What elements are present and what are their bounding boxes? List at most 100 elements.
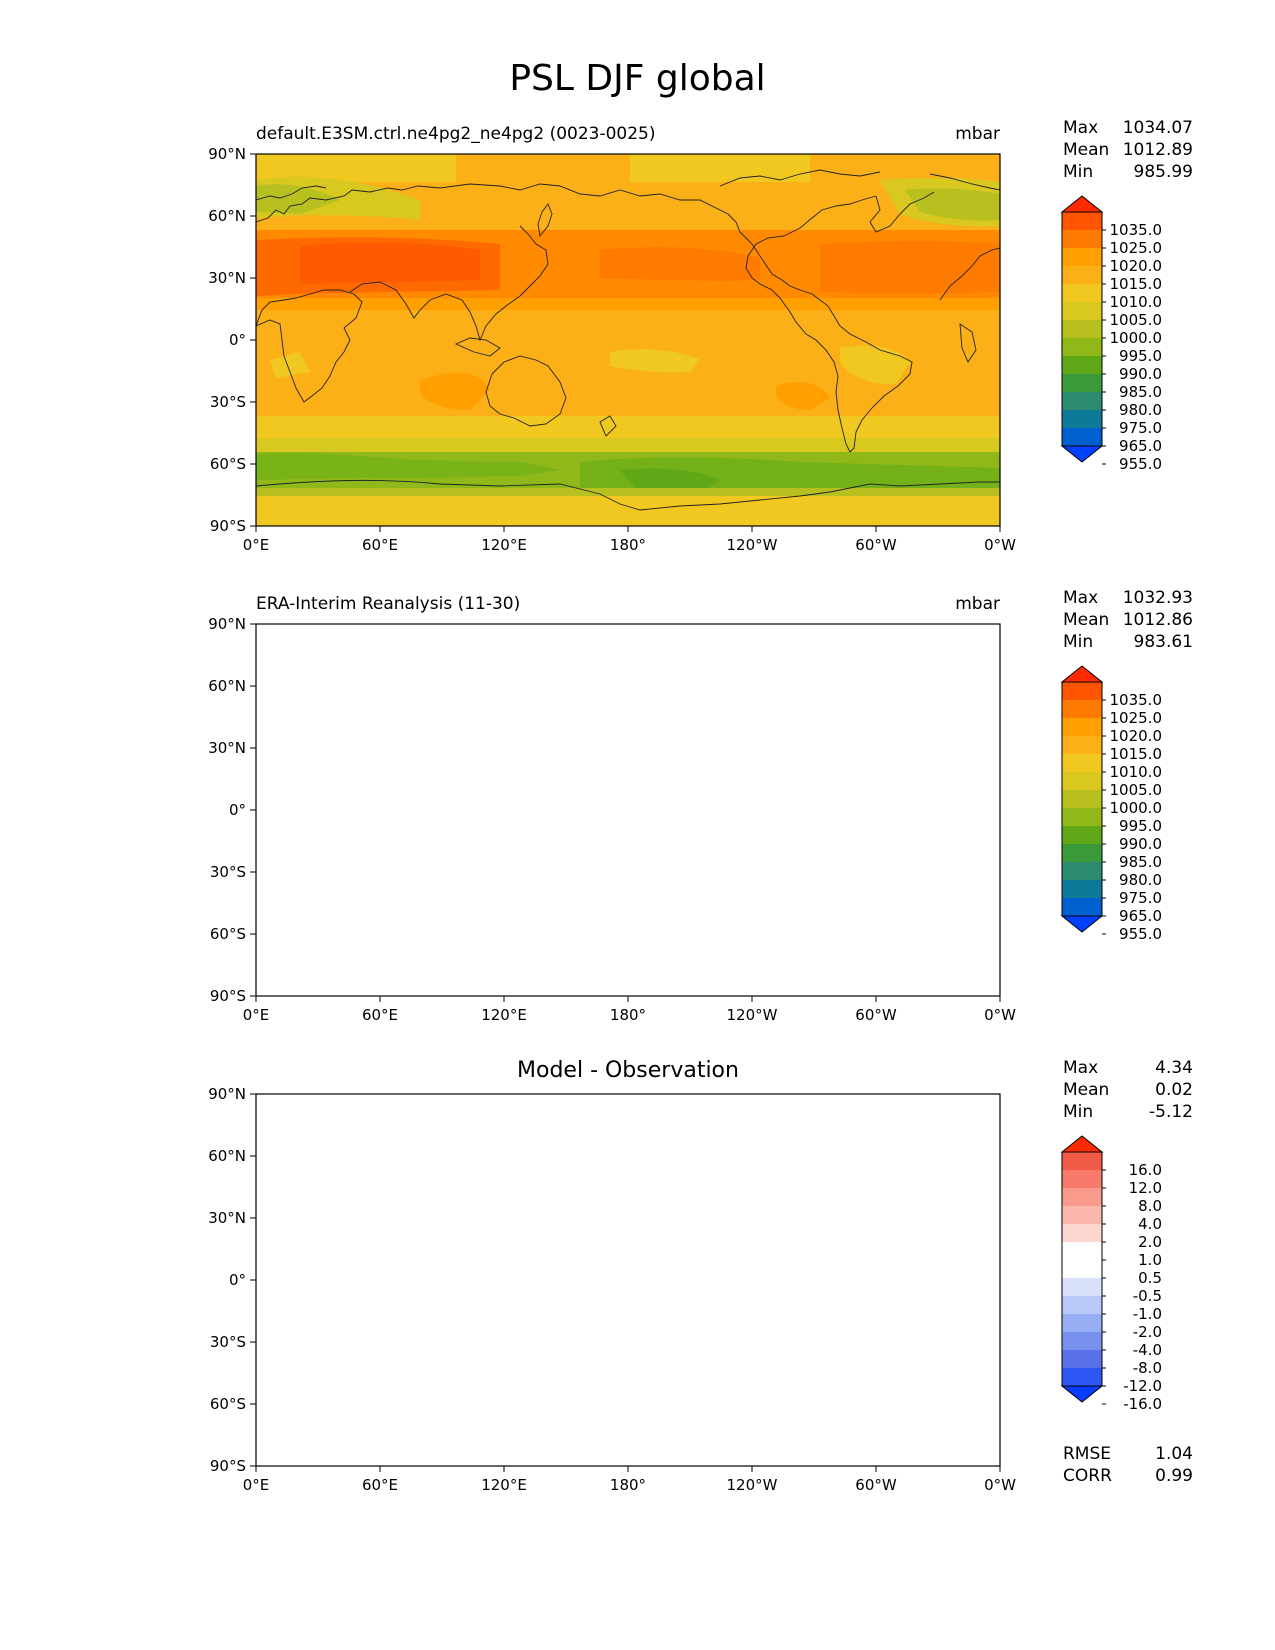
lat-tick-label: 30°N — [208, 739, 246, 757]
lon-tick-label: 0°W — [984, 536, 1016, 554]
stat-value: 0.02 — [1155, 1080, 1193, 1100]
colorbar-segment — [1062, 356, 1102, 374]
lon-tick-label: 0°E — [243, 1476, 270, 1494]
stat-value: 1012.89 — [1122, 140, 1193, 160]
colorbar-segment — [1062, 266, 1102, 284]
colorbar-segment — [1062, 880, 1102, 898]
lat-tick-label: 90°N — [208, 615, 246, 633]
panel-1-axis-ticks: 0°E 60°E 120°E 180° 120°W 60°W 0°W 90°N 60°N 30°N… — [208, 145, 1016, 554]
colorbar-label: 1020.0 — [1110, 257, 1163, 275]
colorbar-label: 990.0 — [1119, 365, 1162, 383]
colorbar-segment — [1062, 754, 1102, 772]
lon-tick-label: 120°E — [481, 536, 527, 554]
colorbar-segment — [1062, 284, 1102, 302]
lon-tick-label: 0°W — [984, 1006, 1016, 1024]
stat-label: Max — [1063, 1058, 1099, 1078]
colorbar-segment — [1062, 1206, 1102, 1224]
lat-tick-label: 90°S — [210, 517, 246, 535]
colorbar-segment — [1062, 1170, 1102, 1188]
colorbar-segment — [1062, 790, 1102, 808]
colorbar-label: -0.5 — [1133, 1287, 1162, 1305]
colorbar-label: 1015.0 — [1110, 745, 1163, 763]
colorbar-label: 1000.0 — [1110, 799, 1163, 817]
colorbar-segment — [1062, 1242, 1102, 1260]
colorbar-extend-max — [1060, 195, 1104, 213]
colorbar-segment — [1062, 302, 1102, 320]
lon-tick-label: 60°W — [855, 1476, 897, 1494]
lat-tick-label: 30°N — [208, 269, 246, 287]
colorbar-segment — [1062, 248, 1102, 266]
colorbar-label: 1025.0 — [1110, 709, 1163, 727]
stat-label: Min — [1063, 162, 1094, 182]
colorbar-label: 4.0 — [1138, 1215, 1162, 1233]
colorbar-extend-min — [1060, 915, 1104, 933]
colorbar-label: 995.0 — [1119, 817, 1162, 835]
colorbar-segment — [1062, 1278, 1102, 1296]
lon-tick-label: 120°E — [481, 1476, 527, 1494]
panel-3-stats: Max 4.34 Mean 0.02 Min -5.12 — [1063, 1057, 1193, 1123]
stat-label: Min — [1063, 1102, 1094, 1122]
colorbar-label: 1005.0 — [1110, 781, 1163, 799]
lat-tick-label: 90°N — [208, 145, 246, 163]
colorbar-label: 985.0 — [1119, 383, 1162, 401]
colorbar-label: 965.0 — [1119, 907, 1162, 925]
lon-tick-label: 60°W — [855, 536, 897, 554]
colorbar-segment — [1062, 212, 1102, 230]
colorbar-extend-min — [1060, 1385, 1104, 1403]
panel-2-units: mbar — [955, 594, 1000, 614]
stat-label: Mean — [1063, 610, 1110, 630]
colorbar-segment — [1062, 718, 1102, 736]
colorbar-label: -2.0 — [1133, 1323, 1162, 1341]
stat-value: 985.99 — [1133, 162, 1193, 182]
panel-3-colorbar: 16.012.08.04.02.01.00.5-0.5-1.0-2.0-4.0-… — [1060, 1135, 1162, 1413]
colorbar-label: 1035.0 — [1110, 691, 1163, 709]
stat-value: 4.34 — [1155, 1058, 1193, 1078]
colorbar-segment — [1062, 808, 1102, 826]
lat-tick-label: 30°S — [210, 393, 246, 411]
colorbar-segment — [1062, 1224, 1102, 1242]
colorbar-outline — [1061, 681, 1103, 917]
metric-value: 1.04 — [1155, 1444, 1193, 1464]
lat-tick-label: 60°N — [208, 207, 246, 225]
lon-tick-label: 180° — [610, 1476, 646, 1494]
lon-tick-label: 0°W — [984, 1476, 1016, 1494]
lat-tick-label: 60°S — [210, 925, 246, 943]
colorbar-segment — [1062, 428, 1102, 446]
colorbar-label: 975.0 — [1119, 889, 1162, 907]
colorbar-label: 1035.0 — [1110, 221, 1163, 239]
colorbar-label: 1025.0 — [1110, 239, 1163, 257]
panel-3-title: Model - Observation — [517, 1058, 739, 1083]
panel-1-title: default.E3SM.ctrl.ne4pg2_ne4pg2 (0023-00… — [256, 124, 656, 144]
colorbar-segment — [1062, 700, 1102, 718]
lon-tick-label: 60°E — [362, 1006, 398, 1024]
lat-tick-label: 60°N — [208, 1147, 246, 1165]
stat-label: Mean — [1063, 1080, 1110, 1100]
colorbar-segment — [1062, 338, 1102, 356]
colorbar-outline — [1061, 1151, 1103, 1387]
colorbar-label: 980.0 — [1119, 401, 1162, 419]
colorbar-label: 1015.0 — [1110, 275, 1163, 293]
colorbar-label: 1005.0 — [1110, 311, 1163, 329]
colorbar-segment — [1062, 682, 1102, 700]
colorbar-label: -1.0 — [1133, 1305, 1162, 1323]
colorbar-label: 955.0 — [1119, 455, 1162, 473]
colorbar-label: 8.0 — [1138, 1197, 1162, 1215]
lat-tick-label: 0° — [229, 1271, 246, 1289]
metric-value: 0.99 — [1155, 1466, 1193, 1486]
colorbar-label: -16.0 — [1123, 1395, 1162, 1413]
colorbar-segment — [1062, 230, 1102, 248]
colorbar-label: 1020.0 — [1110, 727, 1163, 745]
panel-2-title: ERA-Interim Reanalysis (11-30) — [256, 594, 521, 614]
panel-1-units: mbar — [955, 124, 1000, 144]
lon-tick-label: 180° — [610, 1006, 646, 1024]
panel-3-metrics: RMSE 1.04 CORR 0.99 — [1063, 1443, 1193, 1487]
colorbar-label: 980.0 — [1119, 871, 1162, 889]
colorbar-label: 1000.0 — [1110, 329, 1163, 347]
colorbar-segment — [1062, 1368, 1102, 1386]
colorbar-segment — [1062, 410, 1102, 428]
panel-2-stats: Max 1032.93 Mean 1012.86 Min 983.61 — [1063, 587, 1193, 653]
stat-label: Max — [1063, 588, 1099, 608]
colorbar-segment — [1062, 772, 1102, 790]
colorbar-label: 975.0 — [1119, 419, 1162, 437]
colorbar-extend-max — [1060, 665, 1104, 683]
